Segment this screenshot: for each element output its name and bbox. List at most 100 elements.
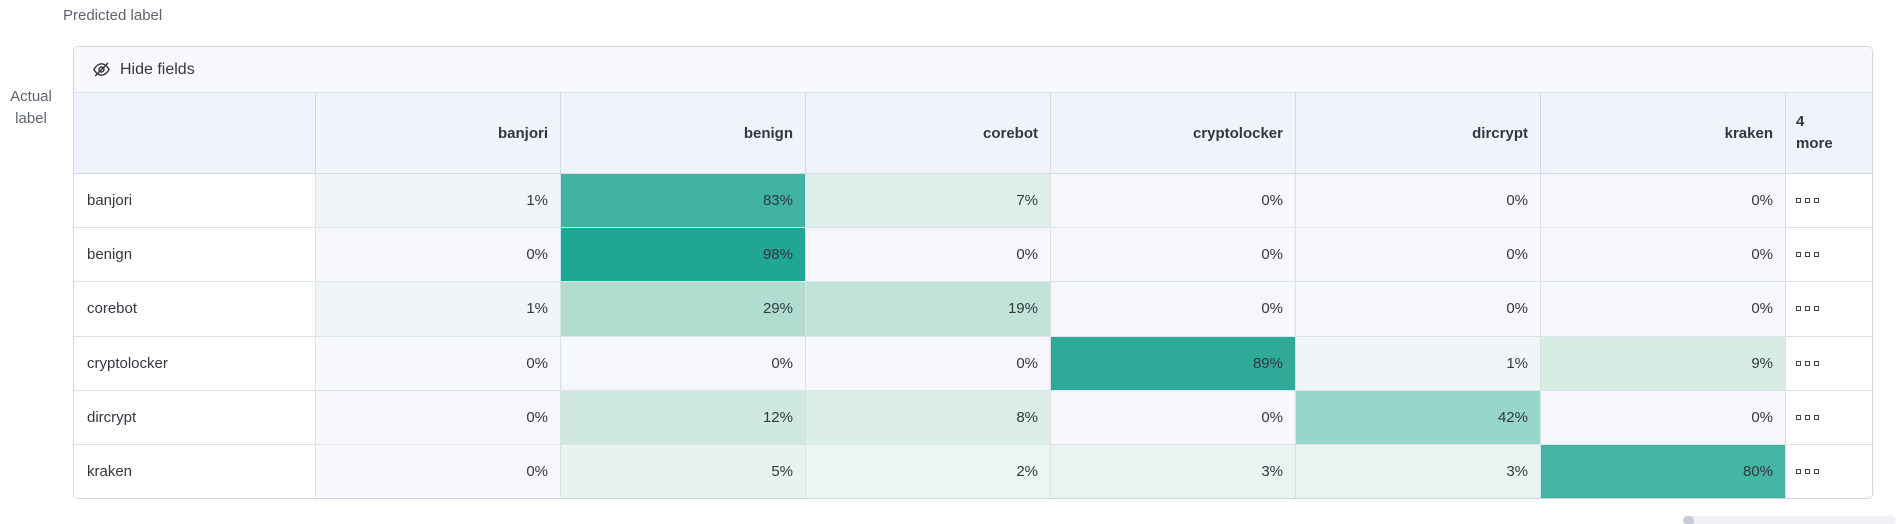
column-header-benign[interactable]: benign — [561, 93, 806, 173]
matrix-cell-benign-dircrypt[interactable]: 0% — [1296, 228, 1541, 282]
matrix-cell-corebot-banjori[interactable]: 1% — [316, 282, 561, 336]
matrix-cell-benign-cryptolocker[interactable]: 0% — [1051, 228, 1296, 282]
box-glyph — [1814, 252, 1819, 258]
matrix-row-corebot: corebot 1% 29% 19% 0% 0% 0% — [74, 282, 1872, 337]
matrix-cell-dircrypt-benign[interactable]: 12% — [561, 390, 806, 444]
eye-closed-icon — [92, 60, 111, 79]
matrix-cell-banjori-kraken[interactable]: 0% — [1541, 174, 1786, 228]
column-header-kraken[interactable]: kraken — [1541, 93, 1786, 173]
matrix-cell-banjori-benign[interactable]: 83% — [561, 174, 806, 228]
matrix-row-banjori: banjori 1% 83% 7% 0% 0% 0% — [74, 174, 1872, 229]
matrix-cell-banjori-dircrypt[interactable]: 0% — [1296, 174, 1541, 228]
row-label-cell[interactable]: corebot — [74, 282, 316, 336]
box-glyph — [1805, 252, 1810, 258]
matrix-cell-benign-corebot[interactable]: 0% — [806, 228, 1051, 282]
matrix-cell-cryptolocker-dircrypt[interactable]: 1% — [1296, 336, 1541, 390]
grid-body: banjori 1% 83% 7% 0% 0% 0% benign 0% 98% 0% 0% 0% 0% c… — [74, 174, 1872, 498]
box-glyph — [1814, 468, 1819, 474]
more-columns-cell[interactable] — [1786, 282, 1872, 336]
predicted-axis-label: Predicted label — [63, 7, 163, 24]
matrix-cell-corebot-benign[interactable]: 29% — [561, 282, 806, 336]
column-header-banjori[interactable]: banjori — [316, 93, 561, 173]
box-glyph — [1805, 306, 1810, 312]
row-label-cell[interactable]: kraken — [74, 444, 316, 498]
boxes-horizontal-icon — [1796, 252, 1819, 258]
matrix-cell-cryptolocker-banjori[interactable]: 0% — [316, 336, 561, 390]
matrix-cell-benign-banjori[interactable]: 0% — [316, 228, 561, 282]
column-header-corebot[interactable]: corebot — [806, 93, 1051, 173]
matrix-cell-cryptolocker-kraken[interactable]: 9% — [1541, 336, 1786, 390]
scrollbar-thumb[interactable] — [1683, 516, 1694, 524]
matrix-cell-cryptolocker-corebot[interactable]: 0% — [806, 336, 1051, 390]
boxes-horizontal-icon — [1796, 468, 1819, 474]
box-glyph — [1796, 360, 1801, 366]
matrix-cell-banjori-banjori[interactable]: 1% — [316, 174, 561, 228]
row-label-cell[interactable]: benign — [74, 228, 316, 282]
boxes-horizontal-icon — [1796, 414, 1819, 420]
matrix-cell-kraken-benign[interactable]: 5% — [561, 444, 806, 498]
matrix-cell-kraken-cryptolocker[interactable]: 3% — [1051, 444, 1296, 498]
column-header-cryptolocker[interactable]: cryptolocker — [1051, 93, 1296, 173]
more-columns-cell[interactable] — [1786, 174, 1872, 228]
box-glyph — [1814, 360, 1819, 366]
grid-header-row: banjori benign corebot cryptolocker dircrypt… — [74, 93, 1872, 174]
box-glyph — [1805, 360, 1810, 366]
matrix-cell-dircrypt-banjori[interactable]: 0% — [316, 390, 561, 444]
matrix-row-benign: benign 0% 98% 0% 0% 0% 0% — [74, 228, 1872, 283]
box-glyph — [1796, 468, 1801, 474]
matrix-cell-corebot-cryptolocker[interactable]: 0% — [1051, 282, 1296, 336]
matrix-cell-banjori-corebot[interactable]: 7% — [806, 174, 1051, 228]
column-header-dircrypt[interactable]: dircrypt — [1296, 93, 1541, 173]
actual-axis-label-line1: Actual — [10, 88, 52, 105]
matrix-cell-corebot-dircrypt[interactable]: 0% — [1296, 282, 1541, 336]
matrix-cell-corebot-kraken[interactable]: 0% — [1541, 282, 1786, 336]
box-glyph — [1805, 414, 1810, 420]
matrix-cell-kraken-corebot[interactable]: 2% — [806, 444, 1051, 498]
matrix-row-kraken: kraken 0% 5% 2% 3% 3% 80% — [74, 444, 1872, 498]
hide-fields-button[interactable]: Hide fields — [86, 58, 201, 81]
box-glyph — [1796, 306, 1801, 312]
more-columns-cell[interactable] — [1786, 390, 1872, 444]
more-columns-count: 4 — [1796, 113, 1805, 130]
row-label-cell[interactable]: cryptolocker — [74, 336, 316, 390]
matrix-cell-cryptolocker-cryptolocker[interactable]: 89% — [1051, 336, 1296, 390]
more-columns-cell[interactable] — [1786, 444, 1872, 498]
matrix-cell-banjori-cryptolocker[interactable]: 0% — [1051, 174, 1296, 228]
matrix-cell-corebot-corebot[interactable]: 19% — [806, 282, 1051, 336]
matrix-cell-dircrypt-corebot[interactable]: 8% — [806, 390, 1051, 444]
more-columns-cell[interactable] — [1786, 336, 1872, 390]
boxes-horizontal-icon — [1796, 306, 1819, 312]
boxes-horizontal-icon — [1796, 360, 1819, 366]
matrix-cell-dircrypt-kraken[interactable]: 0% — [1541, 390, 1786, 444]
more-columns-word: more — [1796, 135, 1833, 152]
matrix-row-cryptolocker: cryptolocker 0% 0% 0% 89% 1% 9% — [74, 336, 1872, 391]
box-glyph — [1805, 468, 1810, 474]
confusion-matrix-grid: Hide fields banjori benign corebot cryptolo… — [73, 46, 1873, 499]
box-glyph — [1805, 198, 1810, 204]
matrix-cell-cryptolocker-benign[interactable]: 0% — [561, 336, 806, 390]
row-label-cell[interactable]: banjori — [74, 174, 316, 228]
grid-toolbar: Hide fields — [74, 47, 1872, 93]
more-columns-cell[interactable] — [1786, 228, 1872, 282]
actual-axis-label: Actual label — [2, 86, 60, 130]
matrix-row-dircrypt: dircrypt 0% 12% 8% 0% 42% 0% — [74, 390, 1872, 445]
matrix-cell-kraken-dircrypt[interactable]: 3% — [1296, 444, 1541, 498]
actual-axis-label-line2: label — [15, 110, 47, 127]
boxes-horizontal-icon — [1796, 198, 1819, 204]
matrix-cell-benign-benign[interactable]: 98% — [561, 228, 806, 282]
matrix-cell-benign-kraken[interactable]: 0% — [1541, 228, 1786, 282]
more-columns-header[interactable]: 4 more — [1786, 93, 1872, 173]
hide-fields-label: Hide fields — [120, 60, 195, 78]
matrix-cell-dircrypt-dircrypt[interactable]: 42% — [1296, 390, 1541, 444]
row-label-cell[interactable]: dircrypt — [74, 390, 316, 444]
horizontal-scrollbar[interactable] — [1683, 516, 1896, 524]
matrix-cell-kraken-banjori[interactable]: 0% — [316, 444, 561, 498]
matrix-cell-dircrypt-cryptolocker[interactable]: 0% — [1051, 390, 1296, 444]
box-glyph — [1796, 252, 1801, 258]
box-glyph — [1814, 198, 1819, 204]
corner-header-cell — [74, 93, 316, 173]
box-glyph — [1814, 306, 1819, 312]
matrix-cell-kraken-kraken[interactable]: 80% — [1541, 444, 1786, 498]
box-glyph — [1796, 414, 1801, 420]
